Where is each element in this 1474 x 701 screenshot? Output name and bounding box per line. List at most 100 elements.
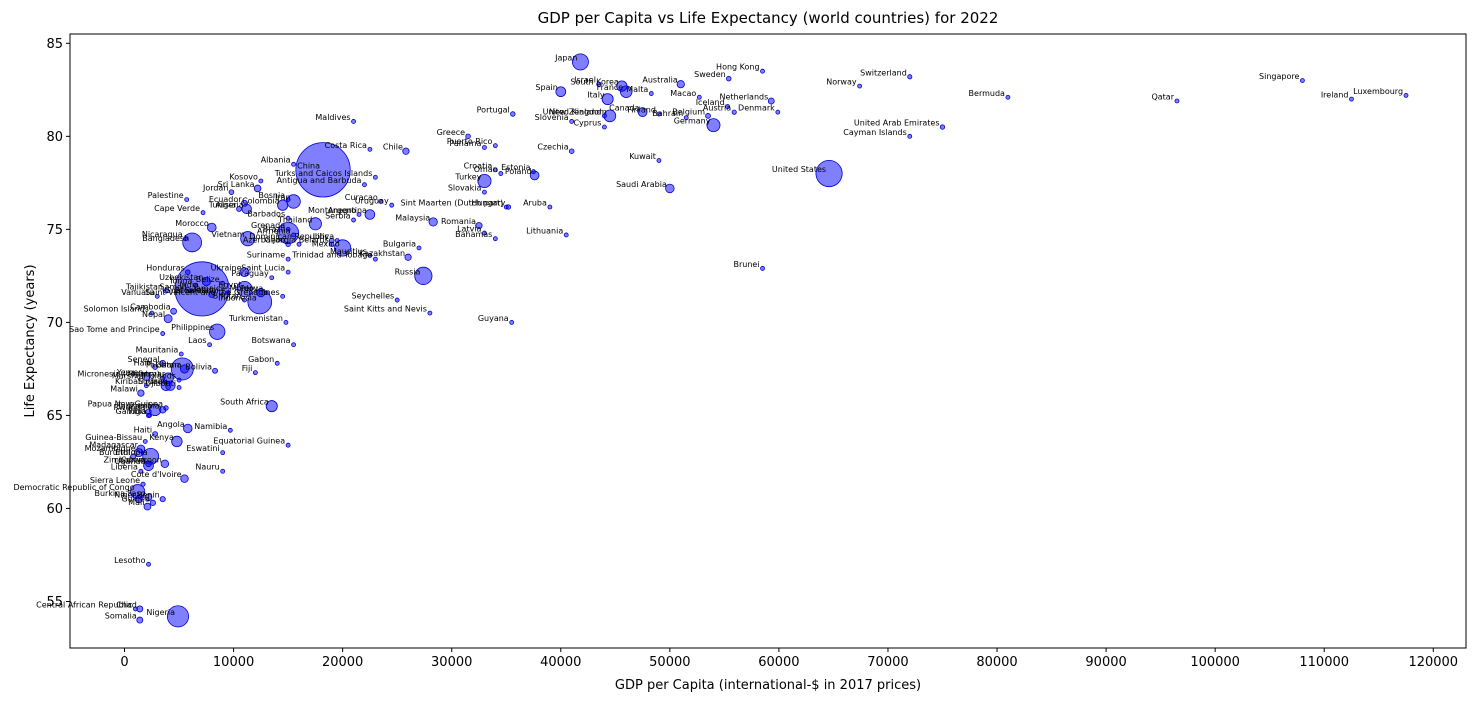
point-label: Oman (474, 165, 498, 174)
point-label: Haiti (134, 426, 153, 435)
point-label: Mozambique (85, 444, 136, 453)
point-label: Suriname (247, 251, 285, 260)
point-label: Denmark (738, 104, 775, 113)
x-tick-label: 70000 (867, 655, 908, 670)
point-label: Myanmar (128, 370, 166, 379)
data-point (220, 292, 226, 297)
data-point (648, 91, 654, 96)
data-point (200, 210, 206, 216)
point-label: Micronesia (country) (78, 370, 160, 379)
point-label: Cyprus (573, 119, 601, 128)
data-point (225, 290, 231, 296)
data-point (263, 290, 269, 296)
point-label: Sint Maarten (Dutch part) (401, 199, 504, 208)
point-label: Guinea (121, 494, 149, 503)
data-point (285, 442, 291, 448)
point-label: Belarus (299, 236, 329, 245)
data-point (152, 431, 158, 437)
x-tick-label: 50000 (649, 655, 690, 670)
data-point (145, 460, 152, 468)
point-label: Gabon (248, 355, 274, 364)
y-axis: 55 60 65 70 75 80 85 (46, 37, 70, 610)
data-point (133, 606, 138, 612)
x-tick-label: 90000 (1085, 655, 1126, 670)
data-point (185, 269, 191, 275)
data-point (144, 493, 153, 502)
x-axis-title: GDP per Capita (international-$ in 2017 … (615, 678, 921, 693)
data-point (134, 495, 143, 504)
data-point (149, 499, 156, 506)
data-point (174, 261, 230, 317)
point-label: Cameroon (121, 455, 162, 464)
data-point (285, 197, 291, 202)
data-point (163, 405, 169, 411)
point-label: United Arab Emirates (854, 119, 940, 128)
point-label: Uzbekistan (159, 273, 203, 282)
point-label: Israel (574, 76, 596, 85)
point-label: Saint Lucia (241, 264, 285, 273)
y-tick-label: 65 (46, 409, 63, 424)
data-point (857, 83, 863, 89)
x-tick-label: 80000 (976, 655, 1017, 670)
data-point (596, 81, 602, 87)
point-label: Kuwait (629, 152, 656, 161)
data-point (329, 241, 335, 247)
point-label: Canada (609, 104, 640, 113)
point-label: Norway (826, 78, 857, 87)
plot-frame (69, 33, 1467, 649)
data-point (492, 143, 498, 149)
point-label: Bermuda (969, 89, 1006, 98)
point-label: Maldives (315, 113, 350, 122)
point-label: Togo (126, 407, 146, 416)
plot-area: Japan Hong Kong Switzerland Singapore Sweden… (13, 33, 1467, 649)
point-label: Palestine (148, 191, 184, 200)
point-label: Brunei (733, 260, 759, 269)
point-label: Djibouti (145, 379, 176, 388)
data-point (569, 119, 575, 124)
point-label: Trinidad and Tobago (291, 251, 372, 260)
point-label: Qatar (1151, 92, 1174, 101)
x-tick-label: 40000 (540, 655, 581, 670)
data-point (142, 439, 148, 444)
point-label: Serbia (325, 212, 351, 221)
data-point (143, 502, 152, 511)
point-label: Paraguay (231, 269, 269, 278)
data-point (143, 383, 149, 389)
data-point (1005, 94, 1011, 100)
data-point (568, 148, 575, 154)
point-label: Guatemala (165, 286, 209, 295)
point-label: India (179, 280, 199, 289)
point-label: Barbados (247, 210, 285, 219)
data-point (296, 241, 302, 247)
point-label: Sri Lanka (218, 180, 255, 189)
data-point (228, 189, 235, 195)
point-label: Fiji (242, 364, 253, 373)
data-point (159, 496, 166, 503)
point-label: Mali (128, 498, 144, 507)
x-tick-label: 10000 (213, 655, 254, 670)
point-label: Germany (674, 117, 711, 126)
point-label: Australia (642, 76, 677, 85)
point-label: New Zealand (549, 107, 602, 116)
point-label: Marshall Islands (112, 372, 176, 381)
labels-layer: Japan Hong Kong Switzerland Singapore Sweden… (13, 53, 1403, 620)
point-label: Bahrain (652, 109, 683, 118)
point-label: Senegal (128, 355, 160, 364)
point-label: Ireland (1321, 91, 1349, 100)
point-label: Romania (441, 217, 476, 226)
point-label: Russia (395, 267, 421, 276)
point-label: Uganda (115, 457, 146, 466)
data-point (601, 93, 614, 106)
point-label: Gambia (116, 407, 147, 416)
point-label: Uruguay (355, 197, 389, 206)
data-point (389, 202, 395, 208)
point-label: Jamaica (193, 284, 226, 293)
data-point (775, 109, 781, 115)
data-point (258, 178, 264, 184)
x-tick-label: 30000 (431, 655, 472, 670)
data-point (665, 183, 675, 194)
data-point (149, 310, 155, 316)
point-label: Slovakia (448, 184, 482, 193)
data-point (414, 266, 433, 285)
point-label: Lesotho (114, 556, 146, 565)
